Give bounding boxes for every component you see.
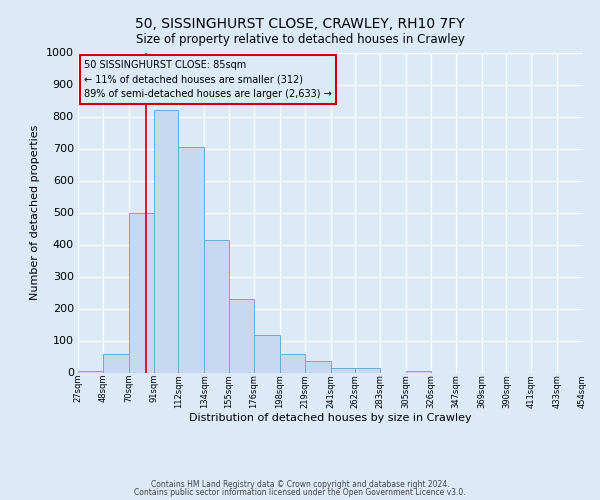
Bar <box>178 147 204 372</box>
X-axis label: Distribution of detached houses by size in Crawley: Distribution of detached houses by size … <box>188 414 472 424</box>
Bar <box>406 371 431 372</box>
Text: Size of property relative to detached houses in Crawley: Size of property relative to detached ho… <box>136 32 464 46</box>
Bar <box>229 299 254 372</box>
Bar <box>154 110 178 372</box>
Y-axis label: Number of detached properties: Number of detached properties <box>30 125 40 300</box>
Bar <box>129 212 154 372</box>
Text: Contains public sector information licensed under the Open Government Licence v3: Contains public sector information licen… <box>134 488 466 497</box>
Text: Contains HM Land Registry data © Crown copyright and database right 2024.: Contains HM Land Registry data © Crown c… <box>151 480 449 489</box>
Bar <box>103 354 129 372</box>
Bar <box>204 240 229 372</box>
Bar <box>280 354 305 372</box>
Bar <box>254 334 280 372</box>
Bar <box>305 362 331 372</box>
Bar <box>355 368 380 372</box>
Bar <box>78 371 103 372</box>
Bar <box>331 368 355 372</box>
Text: 50, SISSINGHURST CLOSE, CRAWLEY, RH10 7FY: 50, SISSINGHURST CLOSE, CRAWLEY, RH10 7F… <box>135 18 465 32</box>
Text: 50 SISSINGHURST CLOSE: 85sqm
← 11% of detached houses are smaller (312)
89% of s: 50 SISSINGHURST CLOSE: 85sqm ← 11% of de… <box>84 60 332 99</box>
